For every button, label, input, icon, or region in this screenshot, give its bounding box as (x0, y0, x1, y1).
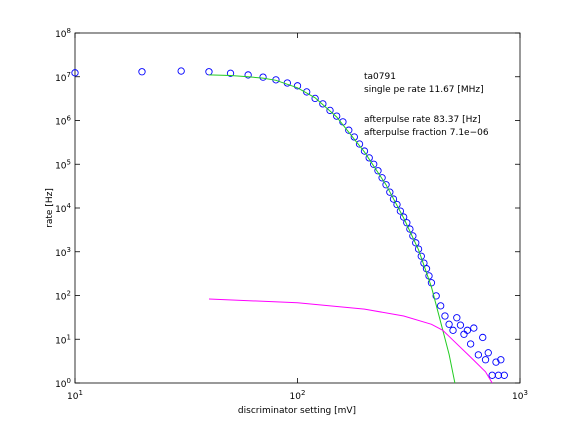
data-point (138, 68, 146, 76)
data-point (494, 371, 503, 379)
y-tick-label: 106 (55, 115, 71, 128)
data-point (226, 69, 235, 77)
data-point (445, 320, 453, 328)
annotation: afterpulse fraction 7.1e−06 (364, 128, 489, 138)
fit-line (208, 298, 493, 384)
data-point (470, 324, 478, 332)
data-point (350, 133, 358, 141)
data-point (437, 302, 445, 310)
data-point (389, 195, 398, 203)
data-point (500, 371, 508, 379)
data-point (463, 326, 472, 334)
data-point (497, 356, 505, 364)
x-tick-label: 103 (512, 389, 528, 402)
data-point (333, 112, 341, 120)
x-tick-label: 101 (67, 389, 83, 402)
data-point (396, 207, 405, 215)
data-point (244, 71, 252, 79)
data-point (481, 356, 490, 364)
data-point (259, 73, 267, 81)
data-point (484, 349, 492, 357)
data-point (345, 126, 353, 134)
data-point (293, 82, 302, 90)
y-tick-label: 101 (55, 333, 71, 346)
data-point (492, 358, 500, 366)
data-point (370, 160, 378, 168)
data-point (311, 94, 319, 103)
y-tick-label: 107 (55, 71, 71, 84)
y-tick-label: 105 (55, 158, 71, 171)
annotation: single pe rate 11.67 [MHz] (364, 85, 484, 95)
data-point (355, 140, 364, 148)
data-point (319, 100, 327, 108)
data-point (417, 252, 425, 260)
y-axis-label: rate [Hz] (45, 188, 55, 228)
data-point (205, 68, 213, 76)
data-point (449, 326, 457, 334)
data-point (386, 188, 394, 196)
data-point (365, 154, 373, 162)
data-point (474, 351, 483, 359)
data-point (393, 200, 401, 209)
data-point (466, 340, 475, 348)
y-tick-label: 104 (55, 202, 71, 215)
data-point (400, 213, 408, 221)
data-point (303, 88, 311, 96)
data-point (412, 239, 420, 247)
data-point (403, 219, 411, 227)
data-point (177, 67, 185, 75)
data-point (374, 167, 382, 175)
annotation: afterpulse rate 83.37 [Hz] (364, 115, 481, 125)
data-point (409, 232, 417, 240)
data-point (414, 245, 423, 253)
data-point (382, 181, 390, 189)
data-point (71, 69, 79, 77)
data-point (456, 321, 465, 329)
y-tick-label: 103 (55, 246, 71, 259)
data-point (479, 333, 487, 342)
y-tick-label: 108 (55, 27, 71, 40)
data-point (453, 314, 461, 322)
data-point (432, 292, 440, 300)
data-point (360, 147, 369, 155)
data-point (378, 174, 386, 182)
fit-line (208, 74, 456, 384)
y-tick-label: 102 (55, 290, 71, 303)
annotation: ta0791 (364, 72, 396, 82)
data-point (326, 106, 334, 115)
x-tick-label: 102 (290, 389, 306, 402)
x-axis-label: discriminator setting [mV] (238, 406, 356, 416)
y-tick-label: 100 (55, 377, 71, 390)
data-point (441, 312, 449, 320)
